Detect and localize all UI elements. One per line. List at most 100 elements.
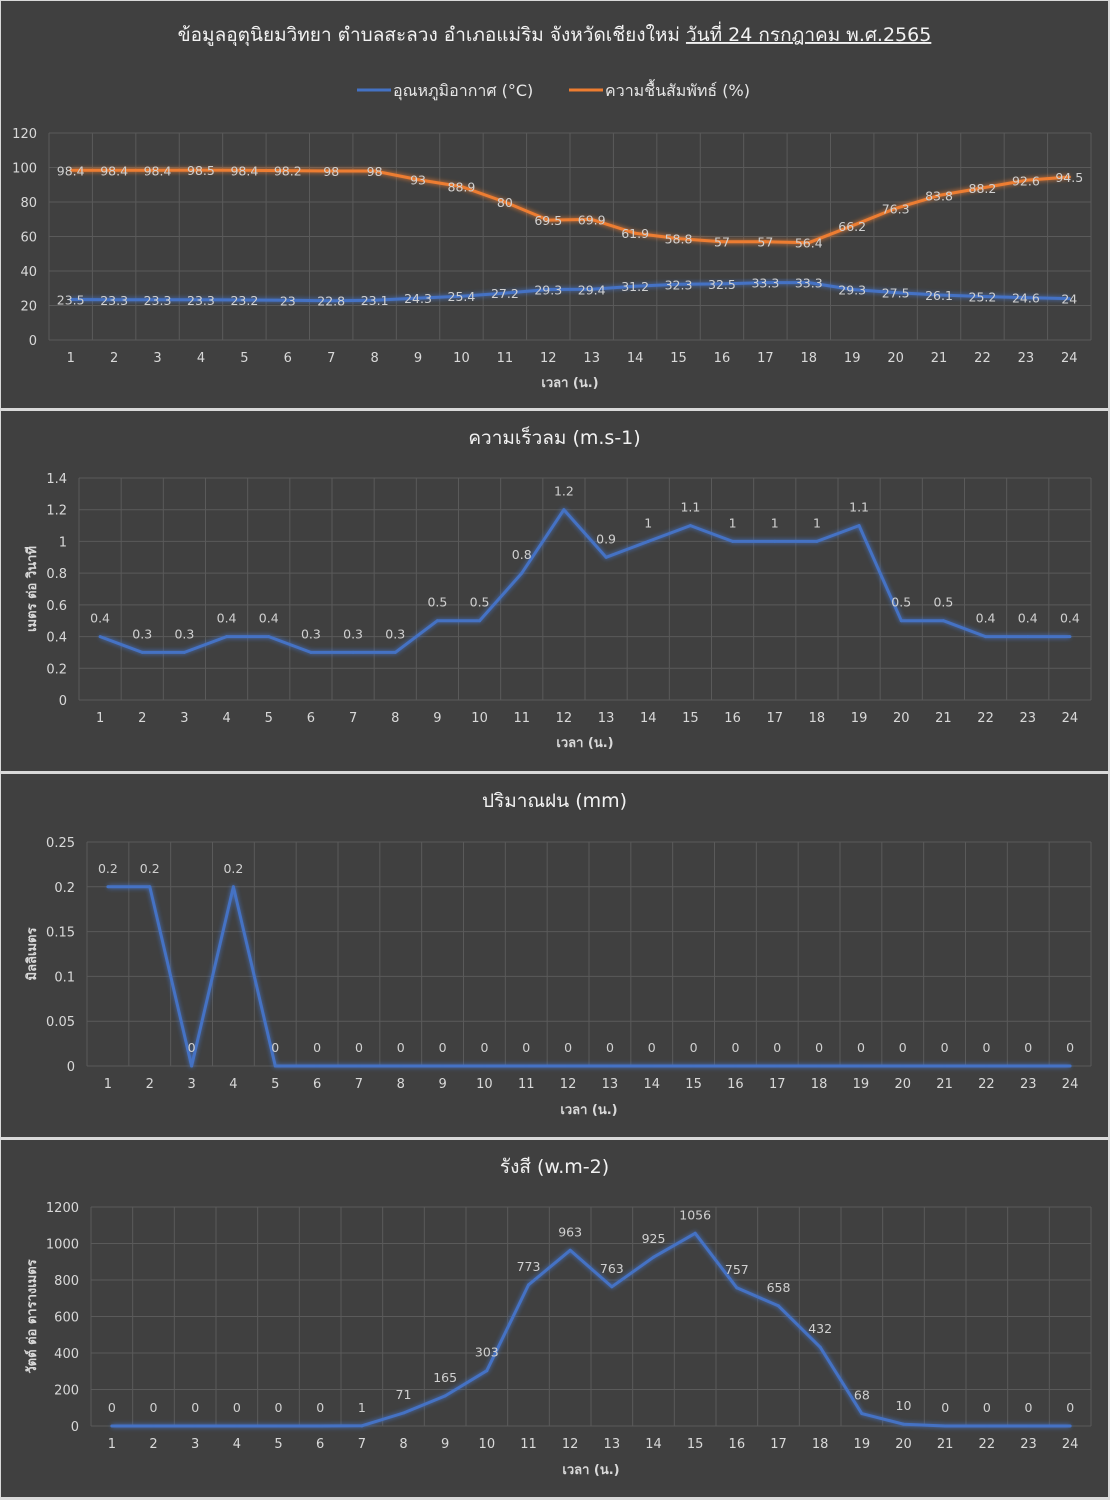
x-tick-label: 4	[229, 1077, 237, 1092]
y-tick-label: 400	[54, 1347, 79, 1362]
x-tick-label: 11	[497, 351, 514, 366]
data-point	[112, 298, 116, 302]
data-label: 23.3	[144, 293, 172, 308]
x-tick-label: 24	[1062, 711, 1079, 726]
chart-title: ข้อมูลอุตุนิยมวิทยา ตำบลสะลวง อำเภอแม่ริ…	[178, 21, 932, 47]
x-tick-label: 21	[936, 1077, 953, 1092]
x-tick-label: 14	[627, 351, 644, 366]
y-tick-label: 40	[20, 265, 37, 280]
x-tick-label: 5	[271, 1077, 279, 1092]
chart-title: รังสี (w.m-2)	[500, 1156, 609, 1178]
data-label: 98	[367, 164, 383, 179]
data-label: 98.4	[100, 163, 128, 178]
x-tick-label: 9	[414, 351, 422, 366]
x-tick-label: 2	[149, 1437, 157, 1452]
x-tick-label: 22	[974, 351, 991, 366]
x-tick-label: 21	[931, 351, 948, 366]
chart-temperature-humidity: ข้อมูลอุตุนิยมวิทยา ตำบลสะลวง อำเภอแม่ริ…	[12, 21, 1092, 391]
data-label: 0	[690, 1040, 698, 1055]
data-point	[546, 287, 550, 291]
data-label: 98	[323, 164, 339, 179]
data-point	[610, 1285, 614, 1289]
data-point	[860, 1412, 864, 1416]
data-label: 0	[355, 1040, 363, 1055]
data-point	[373, 169, 377, 173]
x-tick-label: 2	[138, 711, 146, 726]
data-label: 33.3	[795, 276, 823, 291]
x-tick-label: 8	[391, 711, 399, 726]
x-tick-label: 12	[540, 351, 557, 366]
data-point	[235, 1424, 239, 1428]
data-label: 1.2	[554, 484, 574, 499]
data-label: 26.1	[925, 288, 953, 303]
data-point	[720, 282, 724, 286]
data-label: 0	[1066, 1400, 1074, 1415]
data-point	[503, 200, 507, 204]
data-point	[286, 298, 290, 302]
data-point	[692, 1064, 696, 1068]
data-label: 0.5	[470, 595, 490, 610]
data-point	[901, 1064, 905, 1068]
x-tick-label: 3	[187, 1077, 195, 1092]
data-label: 23.1	[361, 293, 389, 308]
data-point	[190, 1064, 194, 1068]
x-tick-label: 13	[583, 351, 600, 366]
x-tick-label: 3	[153, 351, 161, 366]
data-point	[633, 231, 637, 235]
data-point	[733, 1064, 737, 1068]
y-tick-label: 1200	[46, 1201, 79, 1216]
data-point	[650, 1064, 654, 1068]
x-tick-label: 18	[812, 1437, 829, 1452]
x-tick-label: 11	[520, 1437, 537, 1452]
data-point	[815, 539, 819, 543]
x-tick-label: 22	[978, 1077, 995, 1092]
chart-rainfall: ปริมาณฝน (mm)00.050.10.150.20.251 2 3 4 5 6 7 8…	[25, 790, 1092, 1118]
data-label: 25.2	[969, 290, 997, 305]
x-tick-label: 18	[809, 711, 826, 726]
data-point	[720, 240, 724, 244]
data-point	[1024, 178, 1028, 182]
data-label: 83.8	[925, 188, 953, 203]
data-label: 10	[896, 1398, 912, 1413]
data-point	[859, 1064, 863, 1068]
y-tick-label: 1000	[46, 1238, 79, 1253]
x-tick-label: 16	[724, 711, 741, 726]
x-tick-label: 8	[399, 1437, 407, 1452]
x-tick-label: 21	[937, 1437, 954, 1452]
chart-panel-temperature-humidity: ข้อมูลอุตุนิยมวิทยา ตำบลสะลวง อำเภอแม่ริ…	[1, 1, 1108, 408]
data-label: 0	[941, 1400, 949, 1415]
data-point	[818, 1345, 822, 1349]
y-tick-label: 20	[20, 300, 37, 315]
data-label: 29.4	[578, 282, 606, 297]
data-label: 0	[316, 1400, 324, 1415]
data-point	[937, 293, 941, 297]
data-label: 33.3	[751, 276, 779, 291]
x-tick-label: 2	[146, 1077, 154, 1092]
data-point	[807, 241, 811, 245]
data-label: 1056	[679, 1207, 711, 1222]
data-label: 0	[233, 1400, 241, 1415]
data-label: 69.9	[578, 212, 606, 227]
x-tick-label: 4	[233, 1437, 241, 1452]
data-point	[894, 291, 898, 295]
data-label: 0.3	[343, 626, 363, 641]
data-point	[152, 1424, 155, 1428]
data-point	[850, 224, 854, 228]
data-point	[562, 508, 566, 512]
y-tick-label: 0.6	[46, 599, 67, 614]
data-point	[943, 1424, 947, 1428]
x-tick-label: 10	[471, 711, 488, 726]
data-point	[106, 885, 110, 889]
data-point	[416, 178, 420, 182]
data-point	[193, 1424, 197, 1428]
data-label: 76.3	[882, 201, 910, 216]
x-axis-label: เวลา (น.)	[556, 736, 613, 751]
data-label: 1	[771, 515, 779, 530]
series-line	[70, 281, 1070, 303]
x-tick-label: 24	[1061, 351, 1078, 366]
x-tick-label: 10	[453, 351, 470, 366]
data-point	[980, 186, 984, 190]
data-label: 32.5	[708, 277, 736, 292]
x-tick-label: 16	[714, 351, 731, 366]
x-tick-label: 17	[766, 711, 783, 726]
